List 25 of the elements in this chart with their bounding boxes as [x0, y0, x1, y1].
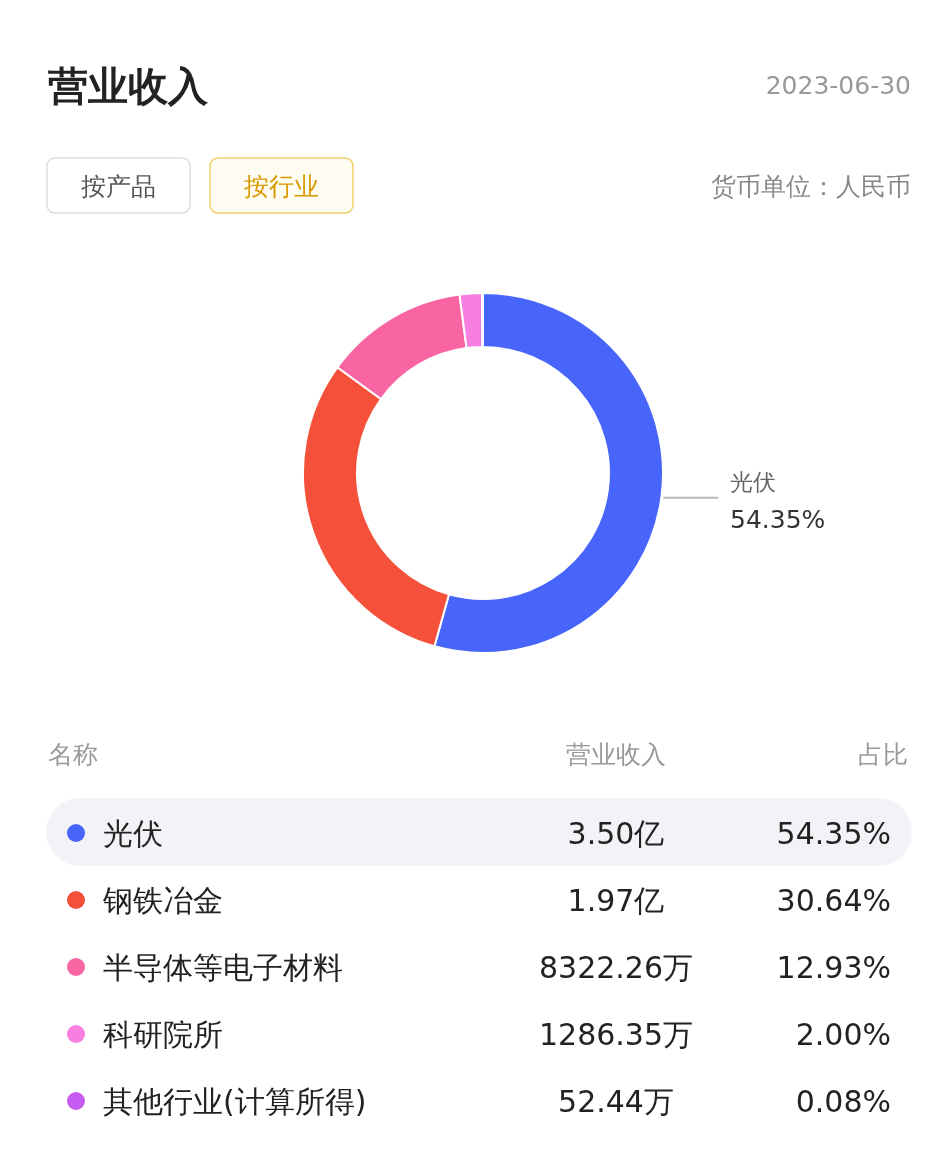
text: 3.50亿 — [567, 816, 665, 851]
text: 1.97亿 — [567, 883, 665, 918]
legend-label: 半导体等电子材料 — [103, 950, 343, 985]
data-label: 12.93% — [776, 950, 891, 985]
text: 52.44万 — [558, 1084, 674, 1119]
chart-subtitle: 2023-06-30 — [765, 71, 911, 100]
data-label: 2.00% — [795, 1017, 891, 1052]
legend-label: 其他行业(计算所得) — [103, 1084, 367, 1119]
text: 占比 — [858, 740, 908, 769]
text: 54.35% — [776, 816, 891, 851]
legend-label: 科研院所 — [103, 1017, 223, 1052]
chart-title: 营业收入 — [48, 63, 209, 109]
data-label: 30.64% — [776, 883, 891, 918]
text: 货币单位：人民币 — [711, 172, 911, 201]
text: 营业收入 — [566, 740, 666, 769]
data-label: 54.35% — [730, 505, 826, 534]
text: 按行业 — [243, 172, 319, 201]
text: 1286.35万 — [538, 1017, 694, 1052]
text: 名称 — [48, 740, 98, 769]
text: 按产品 — [80, 172, 156, 201]
text: 8322.26万 — [538, 950, 694, 985]
legend-label: 钢铁冶金 — [102, 883, 223, 918]
data-label: 0.08% — [795, 1084, 891, 1119]
slice-label: 光伏 — [730, 469, 776, 495]
legend-label: 光伏 — [103, 816, 163, 851]
